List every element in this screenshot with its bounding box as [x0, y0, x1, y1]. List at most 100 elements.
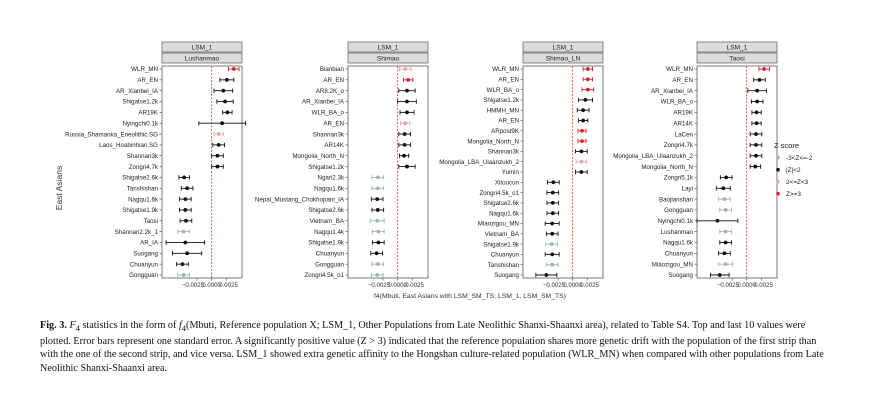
y-tick-label: AR_EN [323, 120, 344, 127]
legend-item-label: Z>=3 [786, 191, 801, 198]
data-point [550, 190, 555, 195]
y-tick-label: WLR_MN [492, 66, 519, 73]
legend-swatch [776, 167, 780, 172]
y-tick-label: Nepal_Mustang_Chokhopani_IA [255, 196, 345, 203]
data-point [215, 164, 220, 169]
data-point [724, 175, 729, 180]
y-tick-label: Vietnam_BA [485, 231, 520, 238]
data-point [583, 98, 588, 102]
y-tick-label: AR_EN [498, 77, 519, 84]
data-point [216, 132, 221, 136]
y-tick-label: Chuanyun [130, 261, 159, 268]
data-point [585, 87, 590, 92]
y-tick-label: Gongguan [129, 272, 158, 279]
data-point [551, 180, 556, 185]
data-point [184, 218, 188, 223]
data-point [550, 231, 555, 236]
y-tick-label: Shannan3k [127, 153, 159, 160]
data-point [221, 88, 226, 93]
y-tick-label: Layi [682, 185, 693, 192]
x-tick-label: 0.0025 [754, 282, 773, 289]
data-point [225, 110, 230, 115]
data-point [762, 67, 767, 71]
data-point [579, 159, 584, 164]
y-tick-label: Mongolia_LBA_Ulaanzukh_2 [439, 159, 519, 166]
data-point [375, 197, 380, 202]
data-point [550, 262, 555, 267]
x-tick-label: 0.0000 [737, 282, 756, 289]
plot-frame [696, 65, 778, 279]
data-point [406, 77, 411, 82]
data-point [403, 67, 408, 71]
data-point [405, 110, 409, 115]
strip-subtitle-box [522, 52, 604, 64]
legend-swatch [776, 179, 780, 184]
y-tick-label: Baojianshan [659, 196, 694, 203]
data-point [550, 252, 555, 257]
data-point [405, 164, 409, 169]
y-tick-label: Nagqu1.6k [663, 240, 694, 247]
data-point [405, 99, 409, 104]
y-tick-label: Shannan3k [313, 131, 345, 138]
data-point [757, 77, 762, 82]
data-point [755, 88, 760, 93]
data-point [220, 121, 225, 126]
x-tick-label: 0.0000 [202, 282, 221, 289]
y-tick-label: Bianbian [320, 66, 345, 73]
y-tick-label: AR14K [324, 142, 344, 149]
y-tick-label: Xitoucun [495, 180, 520, 187]
y-tick-label: Chuanyun [491, 252, 520, 259]
y-tick-label: AR_Xianbei_IA [302, 99, 345, 106]
data-point [375, 175, 380, 180]
x-tick-label: −0.0025 [543, 282, 566, 289]
y-tick-label: Chuanyun [665, 251, 694, 258]
y-tick-label: Shigatse1.2k [122, 99, 159, 106]
y-tick-label: Tanshishan [488, 262, 520, 269]
caption-f-symbol-2: f [178, 320, 182, 331]
data-point [181, 273, 186, 277]
data-point [375, 218, 380, 223]
data-point [216, 142, 221, 147]
data-point [215, 153, 220, 158]
y-tick-label: Suogang [494, 272, 519, 279]
strip-title: LSM_1 [192, 45, 213, 52]
y-tick-label: AR19K [138, 110, 158, 117]
strip-subtitle: Lushanmao [185, 56, 220, 63]
y-tick-label: Shigatse2.6k [308, 207, 345, 214]
y-tick-label: Zongri5.1k [664, 175, 694, 182]
legend-swatch [776, 191, 780, 196]
y-tick-label: WLR_BA_o [312, 110, 345, 117]
data-point [722, 251, 727, 256]
y-tick-label: Chuanyun [316, 251, 345, 258]
y-tick-label: Vietnam_BA [310, 218, 345, 225]
strip-title: LSM_1 [553, 45, 574, 52]
data-point [375, 262, 380, 267]
legend-item-label: -3<Z<=-2 [786, 155, 813, 162]
data-point [717, 273, 722, 277]
strip-subtitle-box [161, 52, 243, 64]
y-tick-label: AR8.2K_o [316, 88, 345, 95]
y-tick-label: Ngari2.3k [318, 175, 345, 182]
y-tick-label: AR_EN [672, 77, 693, 84]
data-point [181, 229, 186, 234]
panel-1: LSM_1 Lushanmao WLR_MN AR_EN AR_Xianbei_IA Sh… [65, 41, 246, 289]
legend-title: Z score [774, 141, 799, 150]
panels: LSM_1 Lushanmao WLR_MN AR_EN AR_Xianbei_IA Sh… [65, 41, 778, 289]
strip-subtitle: Shimao [377, 56, 400, 63]
y-tick-label: AR_IA [140, 240, 159, 247]
legend-item-label: |Z|<2 [786, 167, 801, 174]
data-point [550, 211, 555, 216]
y-tick-label: AR_EN [498, 118, 519, 125]
data-point [581, 118, 586, 123]
y-tick-label: HMMH_MN [487, 107, 519, 114]
y-tick-label: WLR_MN [666, 66, 693, 73]
x-axis-title: f4(Mbuti, East Asians with LSM_SM_TS; LS… [374, 293, 566, 300]
data-point [224, 77, 229, 82]
data-point [585, 67, 590, 71]
y-tick-label: WLR_BA_o [487, 87, 520, 94]
y-tick-label: Nagqu1.4k [314, 229, 345, 236]
data-point [402, 153, 406, 158]
x-tick-label: 0.0025 [219, 282, 238, 289]
strip-subtitle-box [696, 52, 778, 64]
